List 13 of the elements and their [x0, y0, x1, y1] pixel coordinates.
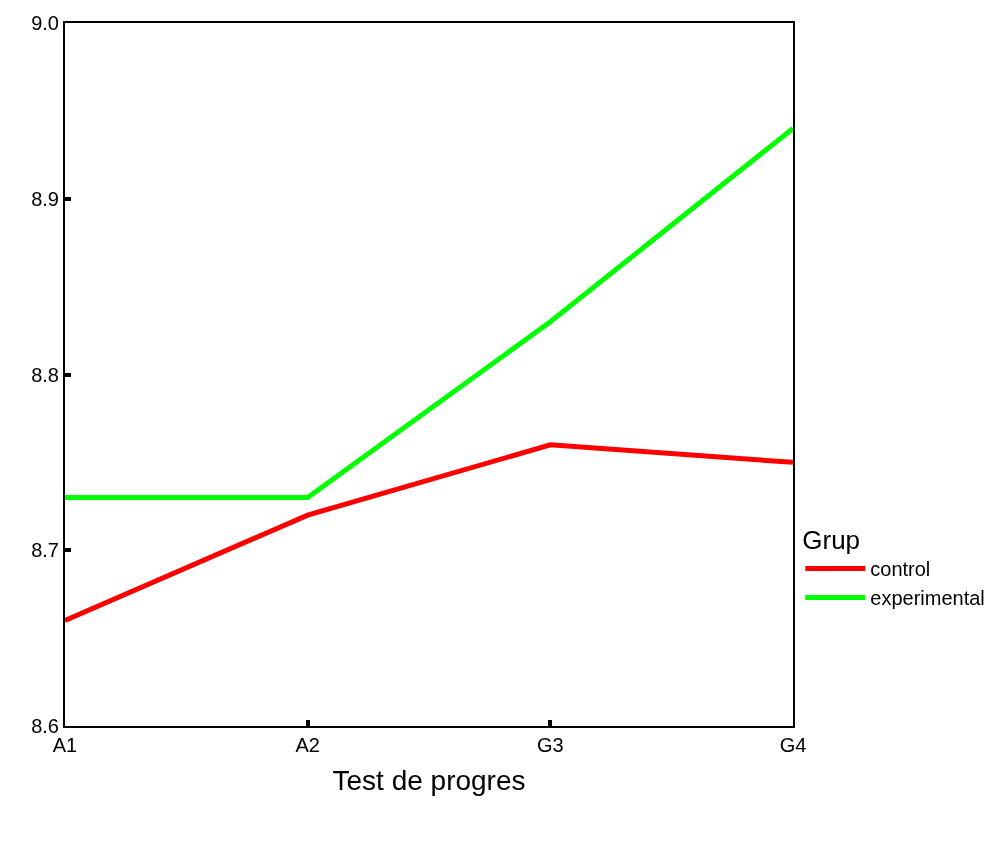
- x-tick-label: A1: [52, 734, 78, 756]
- y-tick-label: 9.0: [31, 12, 59, 34]
- y-tick-label: 8.6: [31, 715, 59, 737]
- legend-title: Grup: [802, 524, 861, 555]
- legend-label: experimental: [870, 587, 985, 610]
- x-tick-label: A2: [295, 734, 320, 756]
- y-tick-label: 8.9: [31, 187, 59, 210]
- x-tick-label: G4: [779, 734, 807, 756]
- x-axis-title: Test de progres: [332, 764, 526, 796]
- legend-label: control: [870, 558, 931, 581]
- y-tick-label: 8.8: [31, 363, 59, 386]
- x-tick-label: G3: [536, 734, 564, 756]
- y-tick-label: 8.7: [31, 539, 59, 562]
